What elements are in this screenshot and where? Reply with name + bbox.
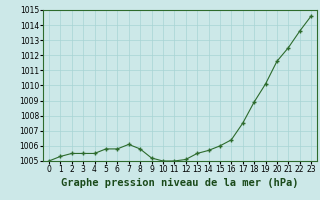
X-axis label: Graphe pression niveau de la mer (hPa): Graphe pression niveau de la mer (hPa) xyxy=(61,178,299,188)
